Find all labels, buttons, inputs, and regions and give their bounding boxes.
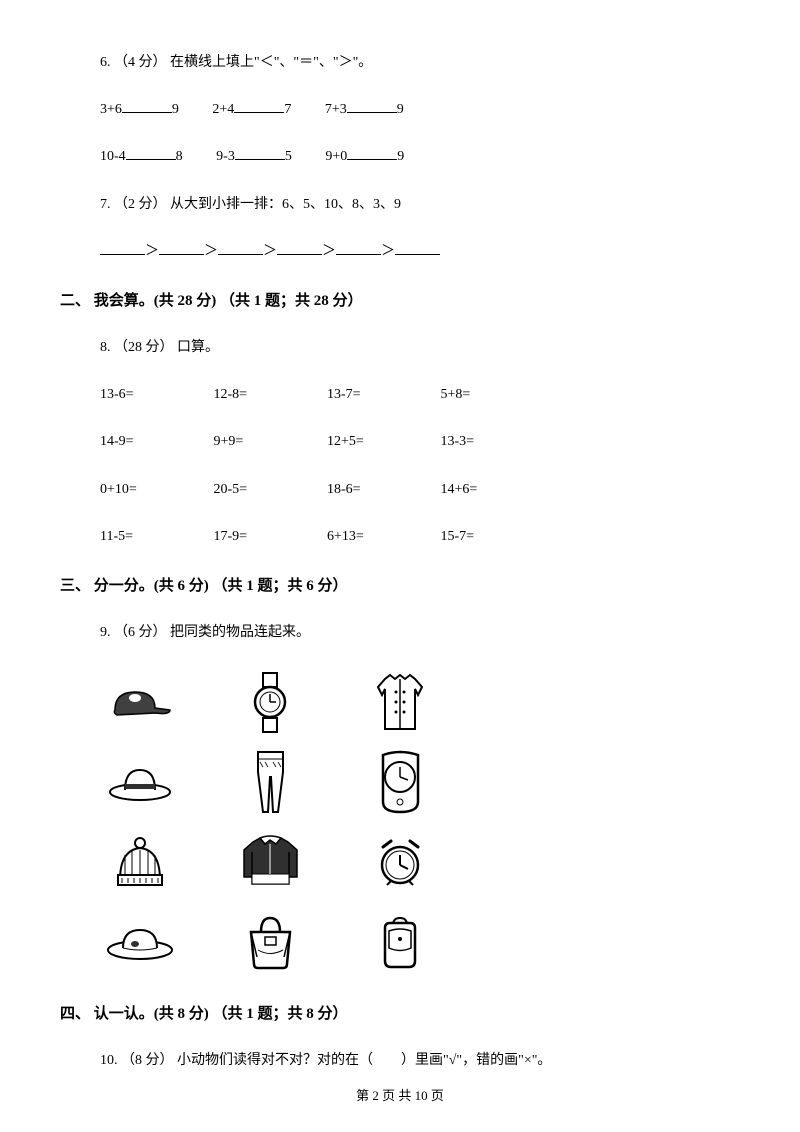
calc-item: 6+13=	[327, 524, 437, 549]
q10-prompt: 10. （8 分） 小动物们读得对不对？对的在（ ）里画"√"，错的画"×"。	[100, 1048, 740, 1073]
q6-item-3: 10-48	[100, 144, 183, 169]
q9-grid	[100, 667, 740, 977]
q9-prefix: 9. （6 分） 把同类的物品连起来。	[100, 625, 310, 640]
calc-item: 11-5=	[100, 524, 210, 549]
q6-item-4: 9-35	[216, 144, 292, 169]
q8-prefix: 8. （28 分） 口算。	[100, 340, 219, 355]
calc-item: 14-9=	[100, 429, 210, 454]
q6-item-1: 2+47	[212, 97, 291, 122]
blank	[122, 99, 172, 113]
fedora-hat-icon	[100, 747, 180, 817]
calc-item: 12+5=	[327, 429, 437, 454]
grid-row	[100, 907, 740, 977]
q6-row2: 10-48 9-35 9+09	[100, 144, 740, 169]
calc-item: 13-6=	[100, 382, 210, 407]
wall-clock-icon	[360, 747, 440, 817]
calc-item: 5+8=	[441, 382, 551, 407]
q8-row2: 0+10= 20-5= 18-6= 14+6=	[100, 477, 740, 502]
calc-item: 18-6=	[327, 477, 437, 502]
blank	[277, 241, 322, 255]
blank	[347, 146, 397, 160]
q8-row3: 11-5= 17-9= 6+13= 15-7=	[100, 524, 740, 549]
blank	[159, 241, 204, 255]
sunhat-icon	[100, 907, 180, 977]
blank	[100, 241, 145, 255]
grid-row	[100, 747, 740, 817]
grid-row	[100, 827, 740, 897]
handbag-icon	[230, 907, 310, 977]
blank	[336, 241, 381, 255]
calc-item: 13-7=	[327, 382, 437, 407]
q6-item-5: 9+09	[325, 144, 404, 169]
blank	[218, 241, 263, 255]
blank	[126, 146, 176, 160]
q7-prompt: 7. （2 分） 从大到小排一排：6、5、10、8、3、9	[100, 192, 740, 217]
q6-item-0: 3+69	[100, 97, 179, 122]
jacket-icon	[230, 827, 310, 897]
alarm-clock-icon	[360, 827, 440, 897]
calc-item: 15-7=	[441, 524, 551, 549]
backpack-icon	[360, 907, 440, 977]
calc-item: 17-9=	[214, 524, 324, 549]
q7-prefix: 7. （2 分） 从大到小排一排：6、5、10、8、3、9	[100, 197, 401, 212]
watch-icon	[230, 667, 310, 737]
q8-row1: 14-9= 9+9= 12+5= 13-3=	[100, 429, 740, 454]
calc-item: 13-3=	[441, 429, 551, 454]
calc-item: 9+9=	[214, 429, 324, 454]
q6-prefix: 6. （4 分） 在横线上填上"＜"、"＝"、"＞"。	[100, 55, 372, 70]
calc-item: 0+10=	[100, 477, 210, 502]
q7-blanks: ＞＞＞＞＞	[100, 239, 740, 264]
q6-item-2: 7+39	[325, 97, 404, 122]
q10-prefix: 10. （8 分） 小动物们读得对不对？对的在（ ）里画"√"，错的画"×"。	[100, 1053, 551, 1068]
calc-item: 14+6=	[441, 477, 551, 502]
blank	[395, 241, 440, 255]
q6-prompt: 6. （4 分） 在横线上填上"＜"、"＝"、"＞"。	[100, 50, 740, 75]
blank	[234, 99, 284, 113]
section2-title: 二、 我会算。(共 28 分) （共 1 题；共 28 分）	[60, 288, 740, 315]
page-footer: 第 2 页 共 10 页	[0, 1084, 800, 1107]
section3-title: 三、 分一分。(共 6 分) （共 1 题；共 6 分）	[60, 573, 740, 600]
q6-row1: 3+69 2+47 7+39	[100, 97, 740, 122]
coat-icon	[360, 667, 440, 737]
beanie-hat-icon	[100, 827, 180, 897]
blank	[347, 99, 397, 113]
cap-icon	[100, 667, 180, 737]
calc-item: 12-8=	[214, 382, 324, 407]
calc-item: 20-5=	[214, 477, 324, 502]
grid-row	[100, 667, 740, 737]
pants-icon	[230, 747, 310, 817]
section4-title: 四、 认一认。(共 8 分) （共 1 题；共 8 分）	[60, 1001, 740, 1028]
q9-prompt: 9. （6 分） 把同类的物品连起来。	[100, 620, 740, 645]
q8-row0: 13-6= 12-8= 13-7= 5+8=	[100, 382, 740, 407]
blank	[235, 146, 285, 160]
q8-prompt: 8. （28 分） 口算。	[100, 335, 740, 360]
